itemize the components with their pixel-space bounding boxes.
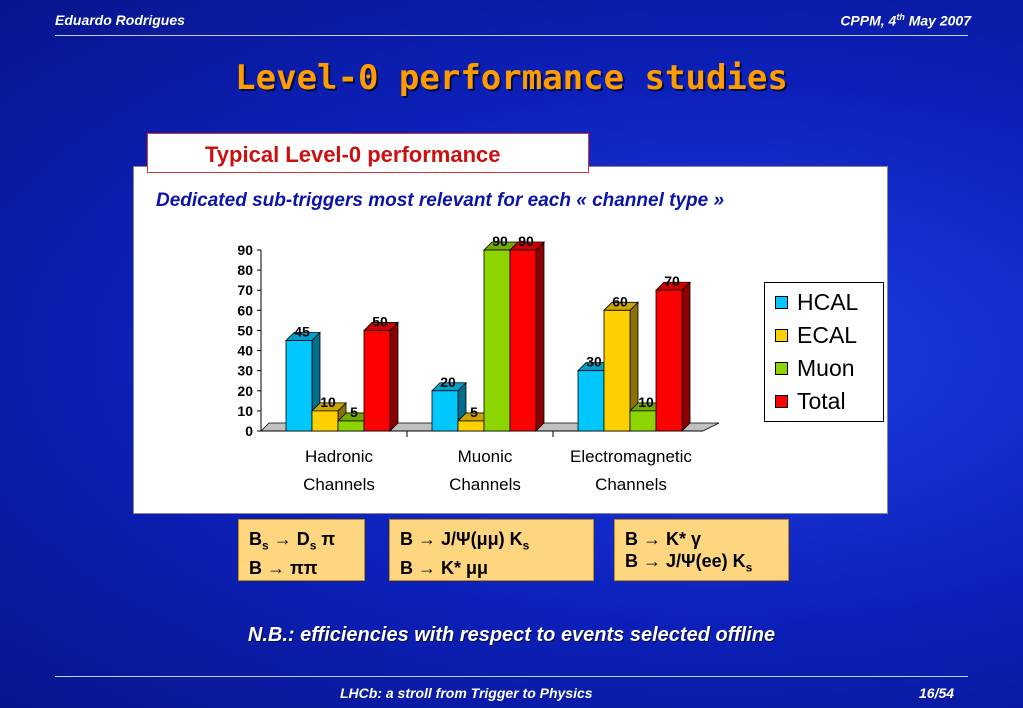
decay-line: B → K* γ [625,529,702,549]
chart-label-box: Typical Level-0 performance [147,133,589,173]
author-name: Eduardo Rodrigues [55,12,185,28]
slide-title: Level-0 performance studies [235,58,788,98]
legend-swatch [775,296,788,309]
bar-total-2 [655,281,691,432]
bar-chart: 0 10 20 30 40 50 60 70 80 90 45 10 5 50 Hadronic Channe… [237,233,720,494]
x-category-label: Electromagnetic [570,447,692,466]
data-label: 30 [586,354,602,370]
legend-label: Muon [797,355,855,381]
decay-line: B → ππ [249,557,318,578]
data-label: 50 [372,313,388,329]
data-label: 10 [638,394,654,410]
decay-line: B → J/Ψ(μμ) Ks [400,529,530,553]
y-tick-label: 80 [237,262,253,278]
decay-line: B → K* μμ [400,557,489,578]
y-tick-label: 50 [237,322,253,338]
y-tick-label: 60 [237,302,253,318]
bar-total-0 [363,321,399,432]
footer-divider [55,676,968,677]
y-tick-label: 30 [237,363,253,379]
chart-label: Typical Level-0 performance [205,142,501,167]
data-label: 20 [440,374,456,390]
bar-ecal-2 [603,301,639,432]
decay-line: B → J/Ψ(ee) Ks [625,551,753,575]
x-category-label: Channels [303,475,375,494]
header-divider [55,35,968,36]
y-tick-label: 0 [245,423,253,439]
x-category-label: Channels [595,475,667,494]
page-number: 16/54 [919,685,955,701]
footnote: N.B.: efficiencies with respect to event… [247,624,776,646]
decay-box-muonic: B → J/Ψ(μμ) Ks B → K* μμ [389,519,594,581]
conference-date: CPPM, 4th May 2007 [840,12,971,29]
x-category-label: Channels [449,475,521,494]
y-tick-label: 90 [237,242,253,258]
legend-swatch [775,395,788,408]
chart-panel: Dedicated sub-triggers most relevant for… [133,166,888,514]
bar-hcal-0 [285,331,321,432]
data-label: 5 [350,404,358,420]
legend-swatch [775,362,788,375]
y-tick-label: 70 [237,282,253,298]
legend-label: Total [797,388,846,414]
data-label: 90 [492,233,508,249]
data-label: 70 [664,273,680,289]
chart-legend: HCAL ECAL Muon Total [764,282,884,422]
data-label: 60 [612,293,628,309]
y-tick-label: 10 [237,403,253,419]
y-tick-label: 40 [237,343,253,359]
data-label: 10 [320,394,336,410]
decay-box-hadronic: Bs → Ds π B → ππ [238,519,365,581]
y-tick-label: 20 [237,383,253,399]
data-label: 45 [294,324,310,340]
x-category-label: Muonic [458,447,513,466]
data-label: 90 [518,233,534,249]
bar-total-1 [509,241,545,432]
presentation-title: LHCb: a stroll from Trigger to Physics [340,685,593,701]
legend-swatch [775,329,788,342]
x-category-label: Hadronic [305,447,374,466]
legend-label: HCAL [797,289,859,315]
data-label: 5 [470,404,478,420]
chart-subtitle: Dedicated sub-triggers most relevant for… [156,190,725,211]
legend-label: ECAL [797,322,858,348]
decay-line: Bs → Ds π [249,529,336,553]
